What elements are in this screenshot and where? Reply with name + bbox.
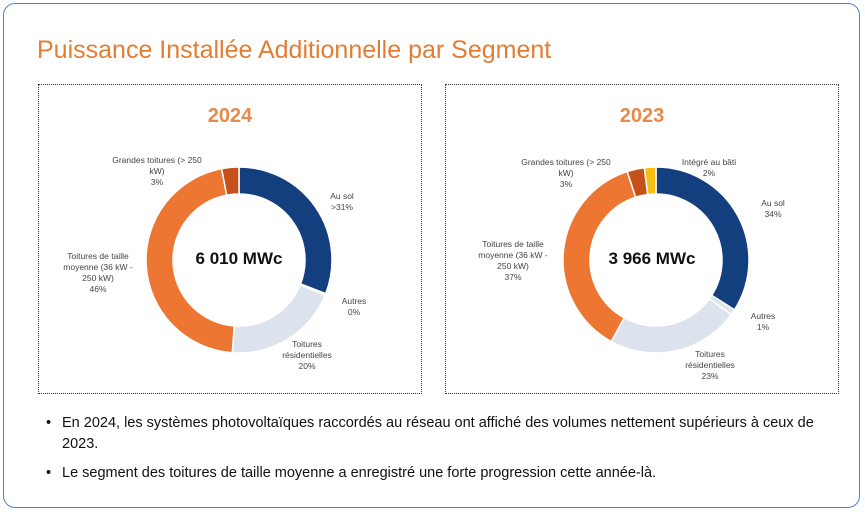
label-residentielles: Toitures résidentielles 20% (282, 339, 332, 371)
label-integre: Intégré au bâti 2% (681, 157, 737, 178)
chart-title: 2023 (619, 105, 665, 127)
donut-svg (145, 166, 333, 354)
chart-title: 2024 (207, 105, 253, 127)
label-grandes: Grandes toitures (> 250 kW) 3% (112, 155, 202, 187)
bullet-item: En 2024, les systèmes photovoltaïques ra… (46, 413, 846, 455)
donut-slice-au-sol (238, 166, 333, 295)
donut-slice-toitures-de-taille-moyenne-36-kw-250-kw- (145, 167, 236, 354)
donut-slice-int-gr-au-b-ti (643, 166, 657, 196)
label-residentielles: Toitures résidentielles 23% (685, 349, 735, 381)
donut-slice-au-sol (655, 166, 750, 311)
bullet-list: En 2024, les systèmes photovoltaïques ra… (46, 413, 846, 492)
center-total: 3 966 MWc (608, 249, 696, 268)
chart-2023: 2023 3 966 MWc Au sol 34% Autres 1% Toitur… (445, 84, 839, 394)
label-autres: Autres 1% (750, 311, 776, 332)
page-title: Puissance Installée Additionnelle par Se… (37, 36, 552, 64)
label-grandes: Grandes toitures (> 250 kW) 3% (521, 157, 611, 189)
label-autres: Autres 0% (341, 296, 367, 317)
label-au-sol: Au sol 34% (761, 198, 785, 219)
donut-slice-grandes-toitures-250-kw- (220, 166, 240, 197)
donut-svg (562, 166, 750, 354)
label-moyenne: Toitures de taille moyenne (36 kW - 250 … (63, 251, 133, 294)
center-total: 6 010 MWc (195, 249, 283, 268)
chart-2024: 2024 6 010 MWc Au sol >31% Autres 0% Toitu… (38, 84, 422, 394)
label-au-sol: Au sol >31% (330, 191, 354, 212)
donut-slice-toitures-r-sidentielles (610, 297, 733, 354)
bullet-item: Le segment des toitures de taille moyenn… (46, 463, 846, 484)
slide-card: Puissance Installée Additionnelle par Se… (3, 3, 860, 508)
label-moyenne: Toitures de taille moyenne (36 kW - 250 … (478, 239, 548, 282)
